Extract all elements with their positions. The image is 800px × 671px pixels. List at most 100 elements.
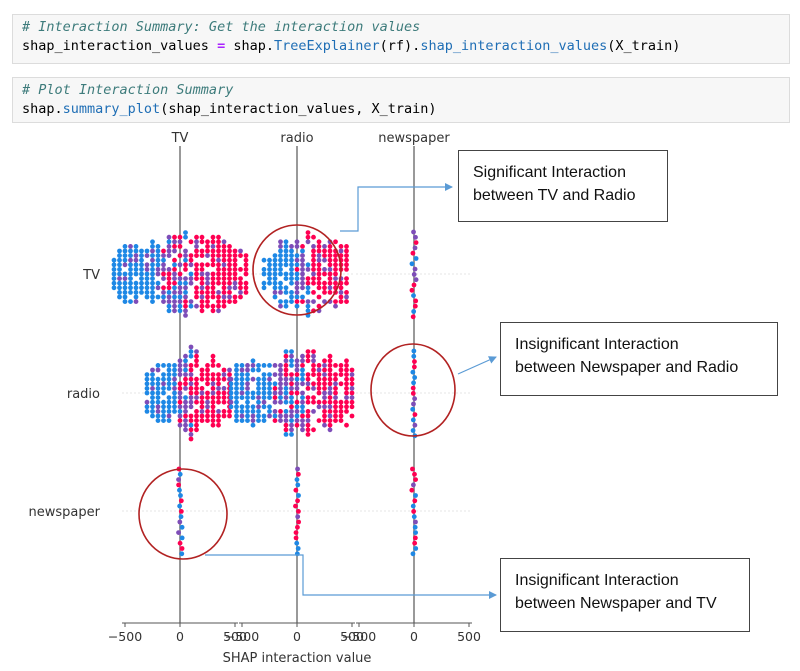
shap-point bbox=[133, 257, 139, 263]
shap-point bbox=[411, 401, 416, 407]
shap-point bbox=[177, 358, 183, 364]
shap-point bbox=[293, 535, 299, 541]
shap-point bbox=[278, 395, 283, 400]
shap-point bbox=[172, 395, 177, 400]
shap-point bbox=[294, 367, 300, 373]
shap-point bbox=[261, 386, 267, 391]
shap-point bbox=[322, 372, 327, 377]
shap-point bbox=[289, 395, 294, 400]
code-cell-2[interactable]: # Plot Interaction Summary shap.summary_… bbox=[12, 77, 790, 123]
shap-point bbox=[199, 409, 205, 414]
shap-point bbox=[294, 280, 300, 286]
shap-point bbox=[300, 376, 305, 382]
shap-point bbox=[305, 276, 311, 281]
shap-point bbox=[411, 272, 417, 277]
shap-point bbox=[161, 390, 166, 396]
shap-point bbox=[234, 367, 239, 373]
shap-point bbox=[278, 262, 283, 268]
shap-point bbox=[311, 280, 316, 286]
shap-point bbox=[199, 239, 205, 245]
shap-point bbox=[183, 386, 188, 391]
shap-point bbox=[316, 239, 322, 245]
shap-point bbox=[245, 399, 250, 405]
shap-point bbox=[183, 313, 188, 318]
shap-point bbox=[183, 418, 188, 423]
callout-line: Significant Interaction bbox=[473, 164, 626, 181]
shap-point bbox=[188, 303, 194, 309]
shap-point bbox=[128, 271, 133, 277]
shap-point bbox=[210, 285, 216, 291]
shap-point bbox=[316, 267, 322, 272]
shap-point bbox=[344, 280, 349, 286]
shap-point bbox=[228, 395, 234, 400]
shap-point bbox=[216, 413, 221, 419]
shap-point bbox=[221, 257, 227, 263]
shap-point bbox=[205, 372, 210, 377]
shap-point bbox=[155, 399, 161, 405]
shap-point bbox=[172, 239, 177, 245]
shap-point bbox=[128, 253, 133, 258]
shap-point bbox=[300, 363, 305, 368]
plot-frames bbox=[122, 622, 472, 627]
shap-point bbox=[150, 390, 155, 396]
shap-point bbox=[199, 234, 205, 240]
shap-point bbox=[294, 376, 300, 382]
code-cell-1[interactable]: # Interaction Summary: Get the interacti… bbox=[12, 14, 790, 64]
shap-point bbox=[412, 412, 418, 417]
shap-point bbox=[122, 257, 128, 263]
shap-point bbox=[250, 395, 256, 400]
shap-point bbox=[311, 399, 316, 405]
shap-point bbox=[238, 267, 243, 272]
shap-point bbox=[210, 257, 216, 263]
shap-point bbox=[177, 303, 183, 309]
shap-point bbox=[245, 372, 250, 377]
shap-point bbox=[144, 285, 150, 291]
shap-point bbox=[144, 386, 150, 391]
shap-point bbox=[194, 349, 199, 354]
shap-point bbox=[316, 363, 322, 368]
shap-point bbox=[155, 376, 161, 382]
shap-point bbox=[188, 372, 194, 377]
shap-point bbox=[410, 391, 416, 396]
shap-point bbox=[289, 422, 294, 428]
shap-point bbox=[412, 524, 418, 530]
shap-point bbox=[166, 276, 172, 281]
shap-point bbox=[289, 409, 294, 414]
shap-point bbox=[139, 267, 144, 272]
shap-point bbox=[278, 280, 283, 286]
shap-point bbox=[311, 248, 316, 254]
shap-point bbox=[128, 244, 133, 249]
code-comment: # Plot Interaction Summary bbox=[22, 82, 234, 98]
shap-point bbox=[316, 386, 322, 391]
shap-point bbox=[239, 404, 245, 410]
shap-point bbox=[155, 262, 161, 268]
shap-point bbox=[344, 244, 349, 249]
shap-point bbox=[333, 409, 338, 414]
shap-point bbox=[411, 509, 417, 514]
shap-point bbox=[177, 471, 183, 477]
shap-point bbox=[322, 248, 327, 254]
shap-point bbox=[256, 367, 261, 373]
shap-point bbox=[289, 267, 294, 272]
shap-point bbox=[316, 285, 322, 291]
shap-point bbox=[322, 386, 327, 391]
shap-point bbox=[150, 248, 155, 254]
shap-point bbox=[155, 267, 161, 272]
shap-point bbox=[210, 294, 216, 300]
shap-point bbox=[161, 372, 166, 377]
shap-point bbox=[300, 253, 305, 258]
shap-point bbox=[322, 271, 327, 277]
shap-point bbox=[283, 299, 289, 304]
shap-point bbox=[327, 381, 333, 387]
shap-point bbox=[210, 271, 216, 277]
shap-point bbox=[128, 262, 133, 268]
shap-point bbox=[221, 395, 227, 400]
shap-point bbox=[250, 363, 256, 368]
shap-point bbox=[289, 349, 294, 354]
shap-point bbox=[294, 358, 300, 364]
shap-point bbox=[205, 390, 210, 396]
shap-point bbox=[245, 413, 250, 419]
shap-point bbox=[300, 372, 305, 377]
shap-point bbox=[234, 399, 239, 405]
shap-point bbox=[261, 376, 267, 382]
